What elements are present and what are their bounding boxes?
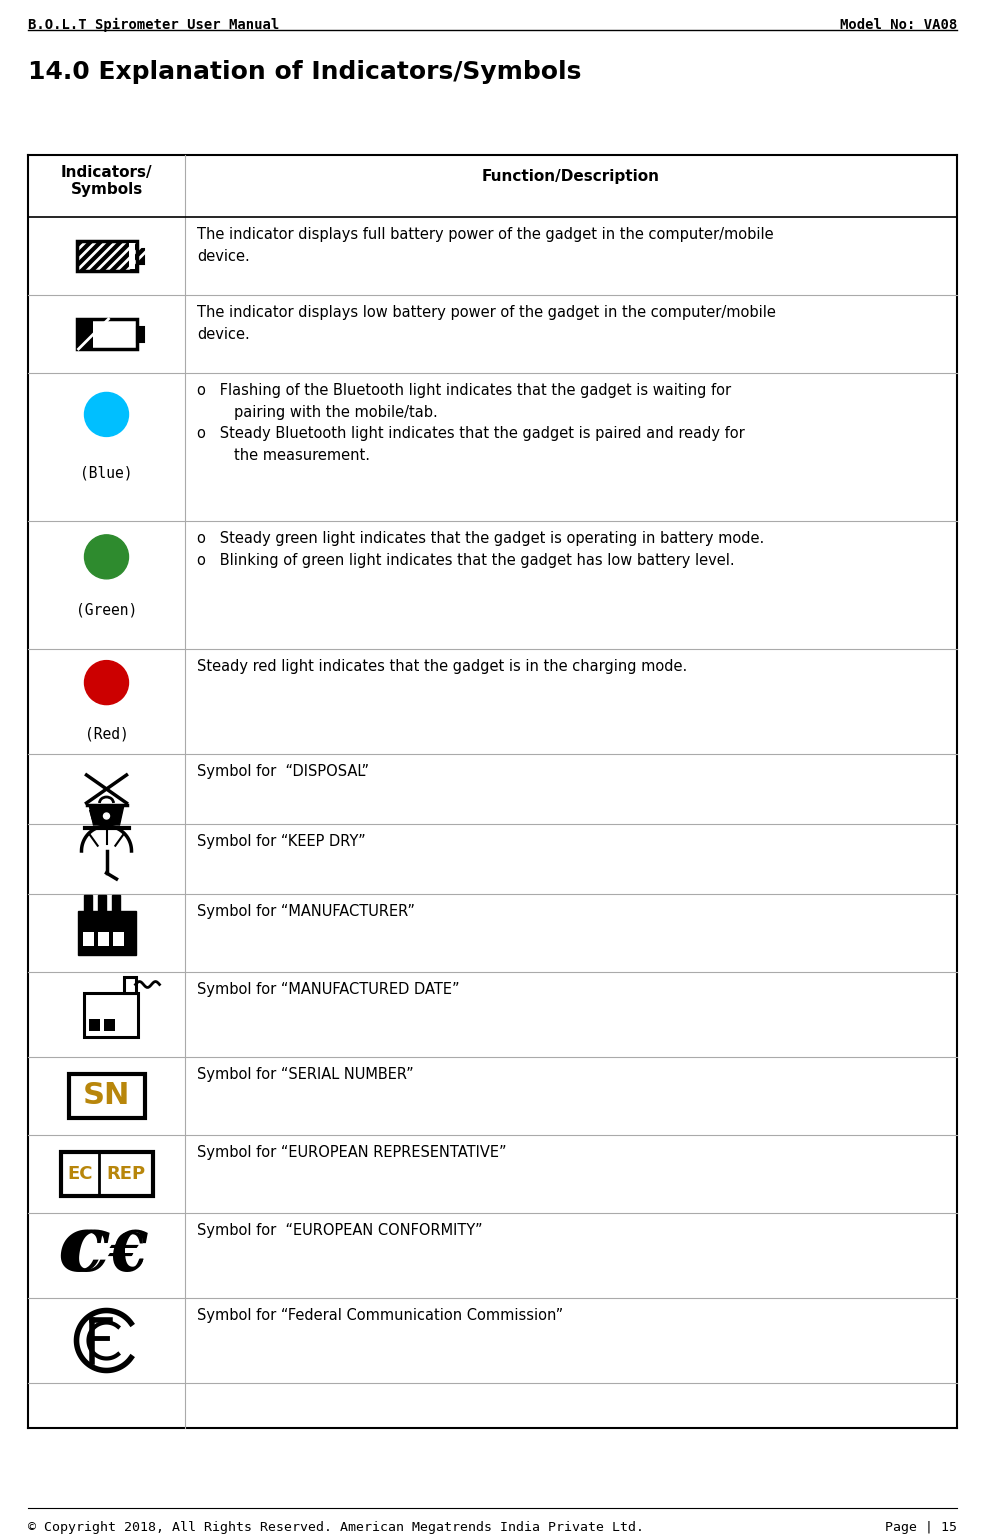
Text: © Copyright 2018, All Rights Reserved. American Megatrends India Private Ltd.: © Copyright 2018, All Rights Reserved. A… <box>28 1521 644 1534</box>
Text: (Red): (Red) <box>85 726 128 742</box>
Text: Symbol for “EUROPEAN REPRESENTATIVE”: Symbol for “EUROPEAN REPRESENTATIVE” <box>197 1145 506 1160</box>
Bar <box>112 933 123 946</box>
Bar <box>137 326 144 342</box>
Bar <box>98 933 108 946</box>
Polygon shape <box>90 806 123 825</box>
Text: (Green): (Green) <box>76 603 137 617</box>
Circle shape <box>95 819 98 822</box>
Text: o   Steady green light indicates that the gadget is operating in battery mode.
o: o Steady green light indicates that the … <box>197 531 764 568</box>
Text: Steady red light indicates that the gadget is in the charging mode.: Steady red light indicates that the gadg… <box>197 659 688 674</box>
Bar <box>77 242 137 271</box>
Text: Symbol for  “EUROPEAN CONFORMITY”: Symbol for “EUROPEAN CONFORMITY” <box>197 1224 483 1237</box>
Bar <box>83 933 94 946</box>
Bar <box>77 319 137 349</box>
Text: Indicators/
Symbols: Indicators/ Symbols <box>61 165 153 197</box>
Text: C: C <box>58 1228 102 1284</box>
Text: Symbol for “MANUFACTURER”: Symbol for “MANUFACTURER” <box>197 903 415 919</box>
Text: Function/Description: Function/Description <box>482 169 660 185</box>
Text: 14.0 Explanation of Indicators/Symbols: 14.0 Explanation of Indicators/Symbols <box>28 60 581 85</box>
Text: Page | 15: Page | 15 <box>885 1521 957 1534</box>
Text: Symbol for “MANUFACTURED DATE”: Symbol for “MANUFACTURED DATE” <box>197 982 460 997</box>
Bar <box>60 1153 153 1196</box>
Text: EC: EC <box>67 1165 93 1183</box>
Text: Symbol for “Federal Communication Commission”: Symbol for “Federal Communication Commis… <box>197 1308 563 1324</box>
Text: (Blue): (Blue) <box>80 466 133 480</box>
Circle shape <box>115 819 118 822</box>
Bar <box>78 911 136 956</box>
Text: C€: C€ <box>65 1228 148 1284</box>
Bar <box>111 896 119 911</box>
Text: REP: REP <box>106 1165 146 1183</box>
Bar <box>98 896 105 911</box>
Bar <box>77 242 137 271</box>
Circle shape <box>85 536 128 579</box>
Circle shape <box>85 392 128 437</box>
Text: Symbol for “SERIAL NUMBER”: Symbol for “SERIAL NUMBER” <box>197 1067 414 1082</box>
Bar <box>84 993 138 1036</box>
Bar <box>137 248 144 263</box>
Text: The indicator displays full battery power of the gadget in the computer/mobile
d: The indicator displays full battery powe… <box>197 226 773 263</box>
Bar <box>89 1019 99 1031</box>
Circle shape <box>103 813 109 819</box>
Text: €: € <box>110 1231 145 1280</box>
Circle shape <box>107 819 110 822</box>
Circle shape <box>85 660 128 705</box>
Bar <box>128 243 135 269</box>
Bar <box>69 1074 145 1117</box>
Bar <box>77 319 94 349</box>
Text: Symbol for “KEEP DRY”: Symbol for “KEEP DRY” <box>197 834 365 850</box>
Bar <box>123 977 136 993</box>
Text: o   Flashing of the Bluetooth light indicates that the gadget is waiting for
   : o Flashing of the Bluetooth light indica… <box>197 383 745 463</box>
Bar <box>103 1019 114 1031</box>
Text: The indicator displays low battery power of the gadget in the computer/mobile
de: The indicator displays low battery power… <box>197 305 776 342</box>
Text: Symbol for  “DISPOSAL”: Symbol for “DISPOSAL” <box>197 763 369 779</box>
Text: Model No: VA08: Model No: VA08 <box>840 18 957 32</box>
Text: SN: SN <box>83 1082 130 1111</box>
Text: B.O.L.T Spirometer User Manual: B.O.L.T Spirometer User Manual <box>28 18 280 32</box>
Bar <box>84 896 92 911</box>
